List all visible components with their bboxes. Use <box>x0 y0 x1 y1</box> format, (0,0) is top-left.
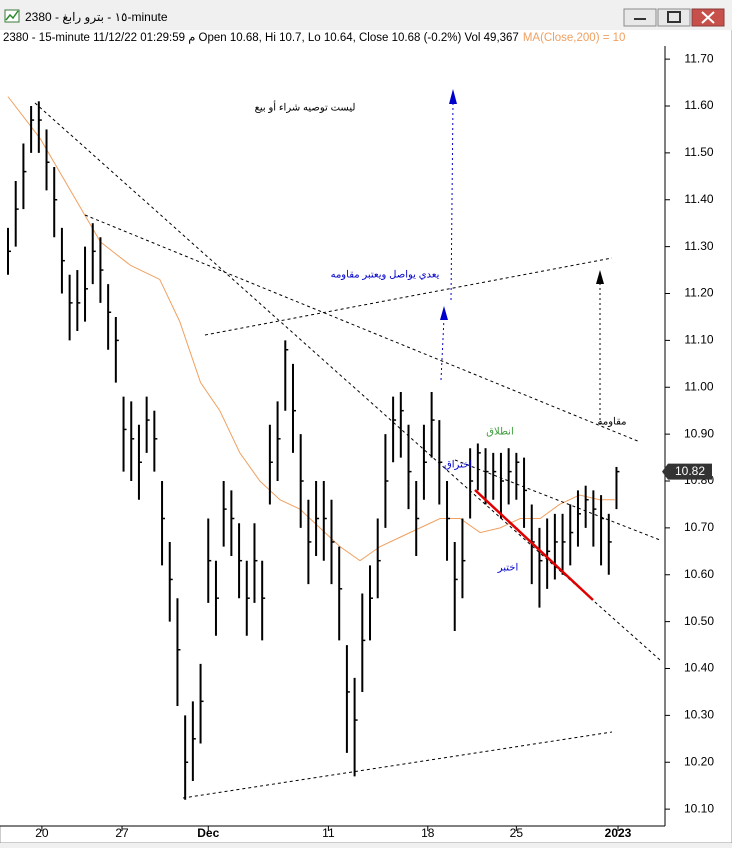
y-tick-label: 10.10 <box>684 801 714 815</box>
info-text: 2380 - 15-minute 11/12/22 01:29:59 م Ope… <box>3 32 519 44</box>
y-tick-label: 11.70 <box>684 51 713 65</box>
y-tick-label: 11.60 <box>684 98 713 112</box>
blue-arrow <box>450 101 454 301</box>
support-test-line <box>474 489 594 601</box>
y-tick-label: 11.50 <box>684 145 713 159</box>
annotation: يعدي يواصل ويعتبر مقاومه <box>331 270 440 281</box>
last-price-box <box>668 463 712 480</box>
close-icon <box>701 11 715 24</box>
plot <box>7 96 620 800</box>
y-tick-label: 10.30 <box>684 708 714 722</box>
x-tick-label: Dec <box>197 826 219 840</box>
x-tick-label: 20 <box>35 826 49 840</box>
x-tick-label: 11 <box>322 826 335 840</box>
y-tick-label: 10.60 <box>684 567 714 581</box>
annotation: اختبر <box>497 563 519 574</box>
annotation: ليست توصيه شراء أو بيع <box>255 101 356 114</box>
annotation: مقاومه <box>597 417 626 428</box>
minimize-button[interactable] <box>623 8 657 27</box>
x-tick-label: 18 <box>421 826 435 840</box>
trend-line <box>34 102 661 661</box>
blue-arrow <box>440 317 445 381</box>
y-tick-label: 11.20 <box>684 286 713 300</box>
y-tick-label: 10.40 <box>684 661 714 675</box>
arrow-head <box>596 270 604 284</box>
arrow-head <box>449 89 457 104</box>
y-tick-label: 10.90 <box>684 426 714 440</box>
last-price-label: 10.82 <box>675 464 705 478</box>
y-tick-label: 10.50 <box>684 614 714 628</box>
trend-line <box>182 731 613 799</box>
window-title: 2380 - ١٥ - بترو رابغ-minute <box>25 10 168 24</box>
y-tick-label: 11.00 <box>684 379 713 393</box>
y-tick-label: 11.10 <box>684 333 713 347</box>
ma-label: MA(Close,200) = 10 <box>523 32 626 44</box>
y-tick-label: 10.20 <box>684 754 714 768</box>
x-tick-label: 27 <box>115 826 129 840</box>
trend-line <box>84 214 641 443</box>
y-tick-label: 11.40 <box>684 192 713 206</box>
maximize-icon <box>667 11 681 23</box>
app-icon-line <box>5 10 19 21</box>
title-bar <box>0 0 732 30</box>
maximize-button[interactable] <box>657 8 691 27</box>
info-line: 2380 - 15-minute 11/12/22 01:29:59 م Ope… <box>3 32 625 44</box>
blue-arrows <box>440 101 454 381</box>
last-price-pointer <box>662 463 668 480</box>
annotation: اختراق <box>444 460 472 471</box>
arrow-head <box>440 306 448 320</box>
x-tick-label: 25 <box>510 826 524 840</box>
annotation: انطلاق <box>486 427 514 438</box>
trend-line <box>454 459 661 541</box>
plot-area <box>0 30 665 826</box>
y-tick-label: 11.30 <box>684 239 713 253</box>
x-tick-label: 2023 <box>605 826 632 840</box>
trend-lines <box>34 102 661 799</box>
y-tick-label: 10.70 <box>684 520 714 534</box>
